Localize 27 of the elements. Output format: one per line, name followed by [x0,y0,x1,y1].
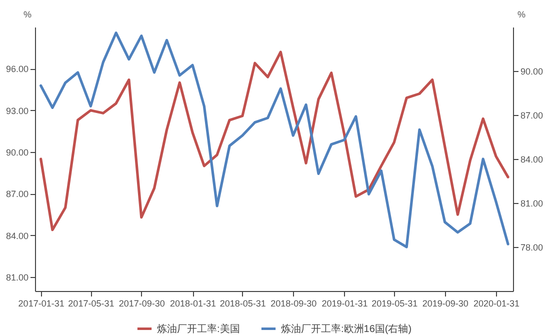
y-tick-label: 81.00 [6,272,28,283]
y2-tick-label: 78.00 [520,242,544,252]
x-tick-label: 2019-01-31 [322,298,368,308]
y2-tick-label: 87.00 [520,110,544,120]
y2-tick-label: 84.00 [520,154,544,164]
legend-label: 炼油厂开工率:美国 [157,322,240,335]
x-tick-label: 2018-05-31 [220,298,266,308]
y-tick-label: 90.00 [6,148,28,158]
x-tick-label: 2020-01-31 [473,298,520,308]
y2-tick-label: 81.00 [520,198,544,208]
line-series [40,32,510,248]
x-tick-label: 2017-05-31 [68,298,114,308]
x-tick-label: 2018-01-31 [170,298,216,308]
y-tick-label: 84.00 [6,230,28,241]
y2-axis-title: % [517,10,526,20]
y-axis-title: % [23,10,32,20]
y-tick-label: 87.00 [6,189,28,200]
x-tick-label: 2019-09-30 [422,298,468,308]
x-tick-label: 2017-01-31 [18,298,64,308]
x-tick-label: 2017-09-30 [118,298,165,308]
x-tick-label: 2018-09-30 [270,298,317,308]
legend-label: 炼油厂开工率:欧洲16国(右轴) [281,322,412,335]
y-tick-label: 93.00 [6,106,28,116]
line-series [40,50,510,232]
y-tick-label: 96.00 [6,64,28,74]
x-tick-label: 2019-05-31 [372,298,418,308]
y2-tick-label: 90.00 [520,66,544,76]
